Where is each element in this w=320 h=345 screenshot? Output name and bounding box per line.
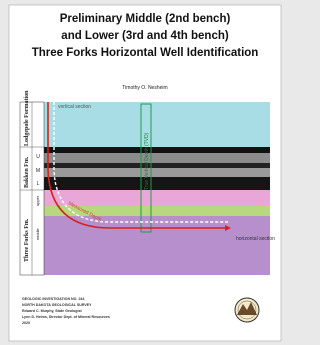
layer	[20, 206, 270, 216]
member-label: middle	[35, 227, 40, 240]
member-label: L	[37, 181, 40, 187]
title: and Lower (3rd and 4th bench)	[61, 30, 229, 42]
cover: Preliminary Middle (2nd bench) and Lower…	[0, 0, 288, 345]
formation-label: Three Forks Fm.	[24, 218, 30, 262]
footer-line: 2020	[22, 321, 30, 325]
survey-logo	[235, 298, 259, 322]
footer-line: Edward C. Murphy, State Geologist	[22, 309, 82, 313]
author: Timothy O. Nesheim	[122, 85, 167, 91]
member-label: upper	[35, 195, 40, 206]
member-label: M	[36, 168, 40, 174]
page: Preliminary Middle (2nd bench) and Lower…	[0, 0, 288, 345]
title: Preliminary Middle (2nd bench)	[60, 13, 231, 25]
footer-line: NORTH DAKOTA GEOLOGICAL SURVEY	[22, 303, 92, 307]
layer	[20, 216, 270, 275]
formation-label: Lodgepole Formation	[24, 90, 30, 146]
formation-label: Bakken Fm.	[24, 156, 30, 188]
title: Three Forks Horizontal Well Identificati…	[32, 47, 259, 59]
member-label: U	[36, 154, 40, 160]
footer-line: GEOLOGIC INVESTIGATION NO. 244	[22, 297, 84, 301]
footer-line: Lynn D. Helms, Director Dept. of Mineral…	[22, 315, 110, 319]
vertical-label: vertical section	[58, 104, 91, 110]
horizontal-label: horizontal section	[236, 236, 275, 242]
tvd-label: True Vertical Depth (TVD)	[144, 132, 150, 190]
diagram: Lodgepole Formation Bakken Fm. Three For…	[20, 90, 275, 275]
